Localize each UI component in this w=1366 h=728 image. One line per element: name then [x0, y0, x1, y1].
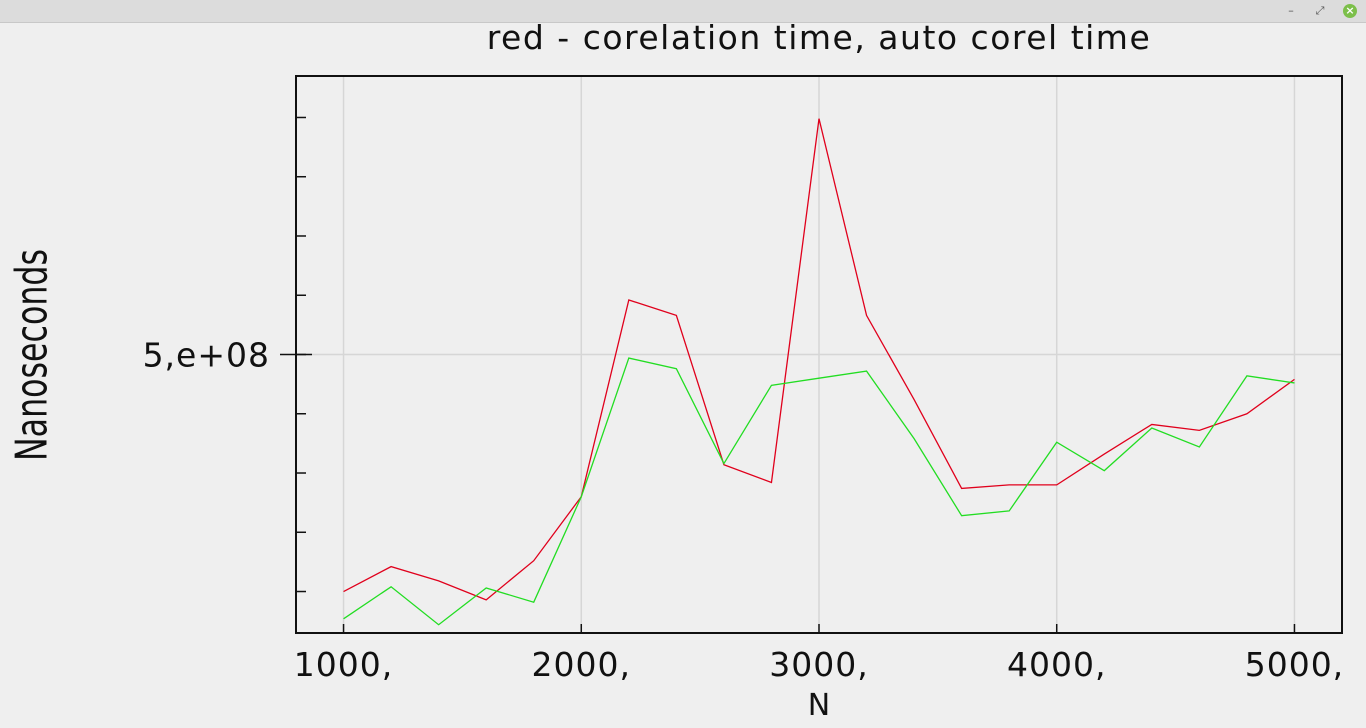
series-line-green — [343, 357, 1295, 626]
chart-title: red - corelation time, auto corel time — [486, 18, 1152, 57]
minimize-icon[interactable]: – — [1288, 4, 1294, 17]
tick-labels: 1000, 2000, 3000, 4000, 5000, 5,e+08 — [143, 336, 1344, 685]
x-axis-label: N — [807, 688, 831, 723]
x-tick-label: 5000, — [1245, 645, 1344, 684]
series-lines — [343, 118, 1295, 626]
maximize-icon[interactable]: ⤢ — [1315, 4, 1325, 17]
x-tick-label: 3000, — [769, 645, 868, 684]
window-titlebar: – ⤢ × — [0, 0, 1366, 23]
series-line-red — [343, 118, 1295, 601]
grid-lines — [296, 76, 1342, 633]
close-icon[interactable]: × — [1343, 4, 1357, 18]
x-tick-label: 1000, — [294, 645, 393, 684]
x-tick-label: 4000, — [1007, 645, 1106, 684]
x-tick-label: 2000, — [532, 645, 631, 684]
y-tick-label: 5,e+08 — [143, 336, 270, 375]
axis-ticks — [280, 116, 1296, 633]
